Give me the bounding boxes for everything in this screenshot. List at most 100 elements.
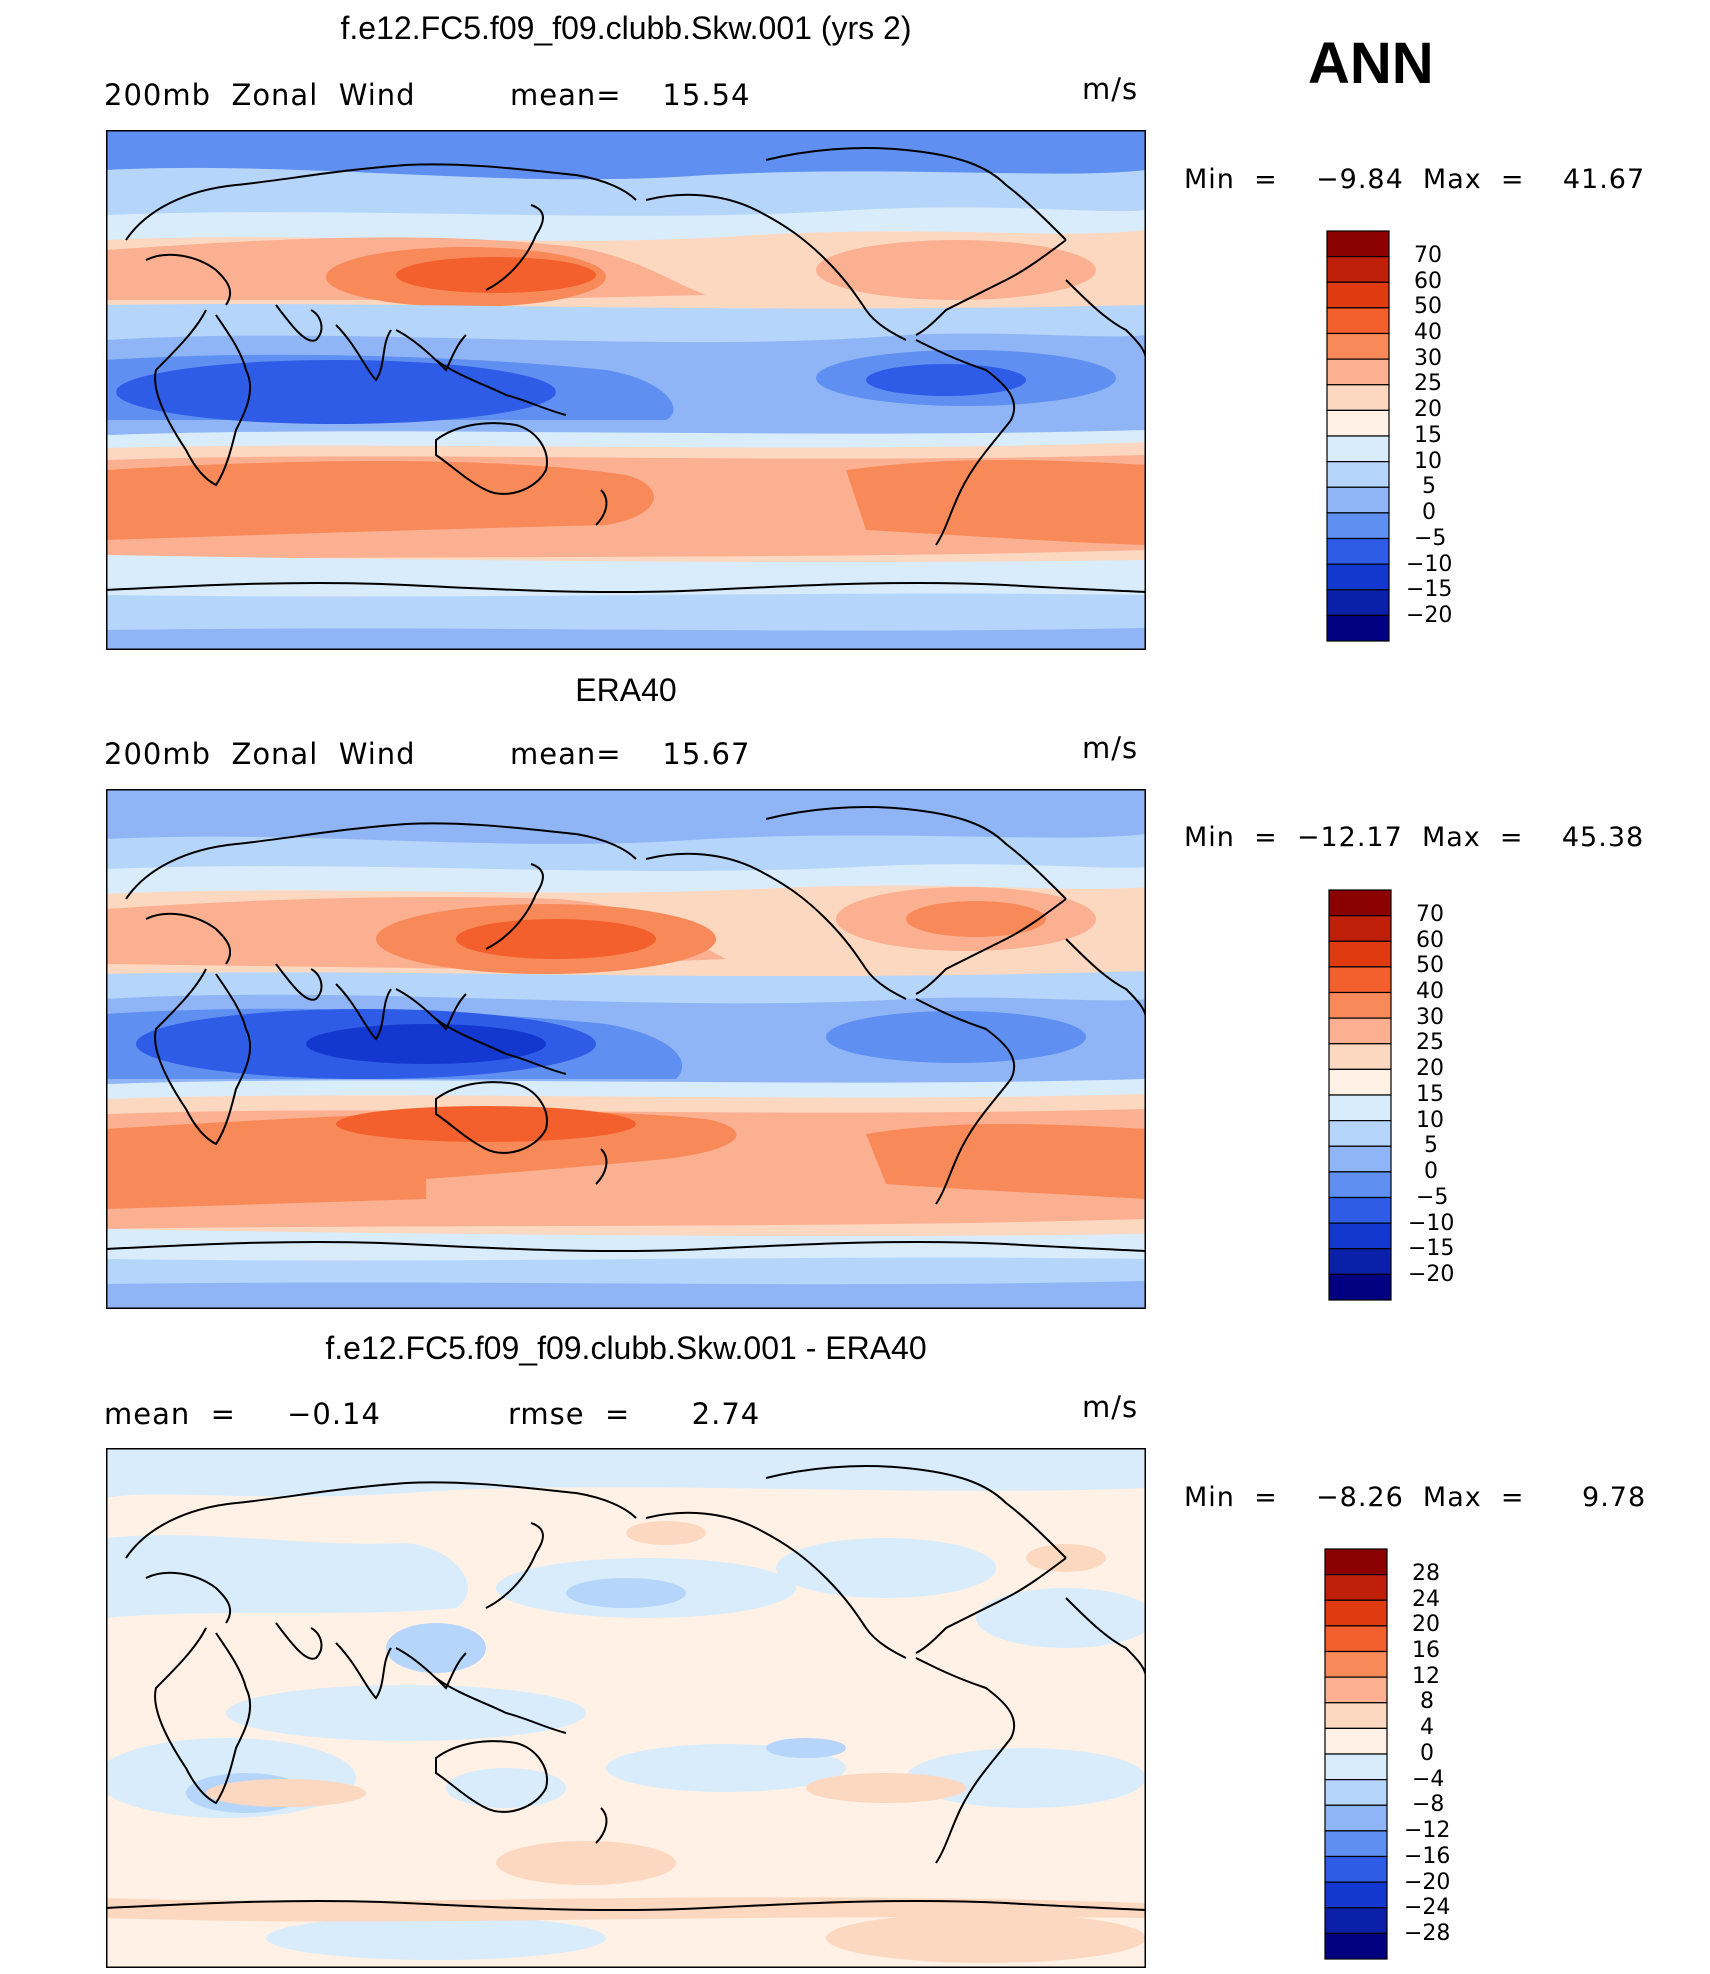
panel1-contour-fill bbox=[106, 130, 1146, 650]
colorbar-swatch bbox=[1326, 358, 1390, 386]
panel3-colorbar bbox=[1324, 1548, 1388, 1960]
panel1-colorbar-label: 40 bbox=[1414, 320, 1442, 345]
panel3-colorbar-label: 24 bbox=[1412, 1587, 1440, 1612]
panel1-colorbar-label: −5 bbox=[1414, 526, 1447, 551]
panel1-colorbar-label: 30 bbox=[1414, 346, 1442, 371]
colorbar-swatch bbox=[1326, 332, 1390, 360]
panel2-colorbar-label: 40 bbox=[1416, 979, 1444, 1004]
colorbar-swatch bbox=[1328, 1248, 1392, 1275]
colorbar-swatch bbox=[1326, 384, 1390, 411]
colorbar-swatch bbox=[1326, 512, 1390, 540]
colorbar-swatch bbox=[1326, 537, 1390, 565]
panel2-colorbar-label: 15 bbox=[1416, 1082, 1444, 1107]
panel3-coastlines bbox=[106, 1465, 1146, 1912]
panel2-units-label: m/s bbox=[1082, 731, 1139, 765]
season-label: ANN bbox=[1308, 31, 1434, 96]
colorbar-swatch bbox=[1326, 435, 1390, 463]
panel3-colorbar-label: −8 bbox=[1412, 1792, 1445, 1817]
panel3-map bbox=[106, 1448, 1146, 1968]
colorbar-swatch bbox=[1326, 589, 1390, 616]
colorbar-swatch bbox=[1328, 1196, 1392, 1224]
panel1-coastlines bbox=[106, 147, 1146, 594]
colorbar-swatch bbox=[1326, 614, 1390, 642]
panel2-minmax-label: Min = −12.17 Max = 45.38 bbox=[1184, 822, 1645, 853]
panel3-colorbar-label: 28 bbox=[1412, 1561, 1440, 1586]
colorbar-swatch bbox=[1326, 230, 1390, 258]
panel2-colorbar-label: 50 bbox=[1416, 953, 1444, 978]
panel2-contour-fill bbox=[106, 789, 1146, 1309]
colorbar-swatch bbox=[1328, 889, 1392, 917]
panel3-colorbar-label: −16 bbox=[1404, 1844, 1451, 1869]
colorbar-swatch bbox=[1328, 966, 1392, 994]
colorbar-swatch bbox=[1324, 1650, 1388, 1678]
panel3-mean-label: mean = −0.14 bbox=[104, 1397, 381, 1431]
panel1-colorbar-label: −10 bbox=[1406, 552, 1453, 577]
colorbar-swatch bbox=[1324, 1676, 1388, 1704]
panel2-colorbar-label: 25 bbox=[1416, 1030, 1444, 1055]
panel2-map bbox=[106, 789, 1146, 1309]
panel2-colorbar-label: 20 bbox=[1416, 1056, 1444, 1081]
colorbar-swatch bbox=[1324, 1881, 1388, 1909]
colorbar-swatch bbox=[1328, 1094, 1392, 1122]
panel1-map bbox=[106, 130, 1146, 650]
panel1-colorbar-label: −20 bbox=[1406, 603, 1453, 628]
panel1-units-label: m/s bbox=[1082, 72, 1139, 106]
panel3-colorbar-label: 20 bbox=[1412, 1612, 1440, 1637]
panel1-colorbar-label: −15 bbox=[1406, 577, 1453, 602]
colorbar-swatch bbox=[1324, 1599, 1388, 1627]
colorbar-swatch bbox=[1326, 307, 1390, 335]
colorbar-swatch bbox=[1324, 1574, 1388, 1601]
panel3-colorbar-label: −12 bbox=[1404, 1818, 1451, 1843]
panel2-colorbar-label: 60 bbox=[1416, 928, 1444, 953]
colorbar-swatch bbox=[1328, 940, 1392, 968]
colorbar-swatch bbox=[1324, 1804, 1388, 1832]
colorbar-swatch bbox=[1326, 461, 1390, 488]
panel1-colorbar bbox=[1326, 230, 1390, 642]
panel2-colorbar-label: 10 bbox=[1416, 1108, 1444, 1133]
colorbar-swatch bbox=[1324, 1907, 1388, 1934]
panel2-colorbar-label: −15 bbox=[1408, 1236, 1455, 1261]
panel2-coastlines bbox=[106, 806, 1146, 1253]
panel2-colorbar-label: 70 bbox=[1416, 902, 1444, 927]
colorbar-swatch bbox=[1326, 256, 1390, 283]
colorbar-swatch bbox=[1326, 281, 1390, 309]
panel1-colorbar-label: 70 bbox=[1414, 243, 1442, 268]
panel3-minmax-label: Min = −8.26 Max = 9.78 bbox=[1184, 1482, 1647, 1513]
panel3-colorbar-label: 16 bbox=[1412, 1638, 1440, 1663]
colorbar-swatch bbox=[1324, 1625, 1388, 1653]
colorbar-swatch bbox=[1328, 1222, 1392, 1250]
colorbar-swatch bbox=[1328, 1171, 1392, 1199]
panel2-title: ERA40 bbox=[575, 672, 677, 708]
colorbar-swatch bbox=[1324, 1548, 1388, 1576]
panel3-colorbar-label: −4 bbox=[1412, 1767, 1445, 1792]
panel2-colorbar bbox=[1328, 889, 1392, 1301]
panel1-title: f.e12.FC5.f09_f09.clubb.Skw.001 (yrs 2) bbox=[340, 10, 912, 46]
colorbar-swatch bbox=[1328, 1068, 1392, 1096]
colorbar-swatch bbox=[1326, 486, 1390, 514]
panel1-colorbar-label: 15 bbox=[1414, 423, 1442, 448]
panel2-colorbar-label: 30 bbox=[1416, 1005, 1444, 1030]
colorbar-swatch bbox=[1328, 1017, 1392, 1045]
panel2-mean-label: mean= 15.67 bbox=[510, 737, 751, 771]
colorbar-swatch bbox=[1324, 1932, 1388, 1960]
panel1-colorbar-label: 0 bbox=[1422, 500, 1436, 525]
panel2-variable-label: 200mb Zonal Wind bbox=[104, 737, 416, 771]
panel2-colorbar-label: 5 bbox=[1424, 1133, 1438, 1158]
panel1-minmax-label: Min = −9.84 Max = 41.67 bbox=[1184, 164, 1646, 195]
panel1-colorbar-label: 60 bbox=[1414, 269, 1442, 294]
panel3-colorbar-label: 4 bbox=[1420, 1715, 1434, 1740]
colorbar-swatch bbox=[1324, 1855, 1388, 1883]
panel2-colorbar-label: 0 bbox=[1424, 1159, 1438, 1184]
colorbar-swatch bbox=[1324, 1702, 1388, 1729]
panel3-colorbar-label: −28 bbox=[1404, 1921, 1451, 1946]
panel1-mean-label: mean= 15.54 bbox=[510, 78, 751, 112]
panel1-colorbar-label: 20 bbox=[1414, 397, 1442, 422]
panel2-colorbar-label: −20 bbox=[1408, 1262, 1455, 1287]
colorbar-swatch bbox=[1328, 1145, 1392, 1173]
panel3-contour-fill bbox=[106, 1448, 1146, 1968]
colorbar-swatch bbox=[1328, 1273, 1392, 1301]
panel3-colorbar-label: −20 bbox=[1404, 1870, 1451, 1895]
colorbar-swatch bbox=[1324, 1830, 1388, 1858]
colorbar-swatch bbox=[1326, 409, 1390, 437]
panel3-title: f.e12.FC5.f09_f09.clubb.Skw.001 - ERA40 bbox=[325, 1330, 927, 1366]
